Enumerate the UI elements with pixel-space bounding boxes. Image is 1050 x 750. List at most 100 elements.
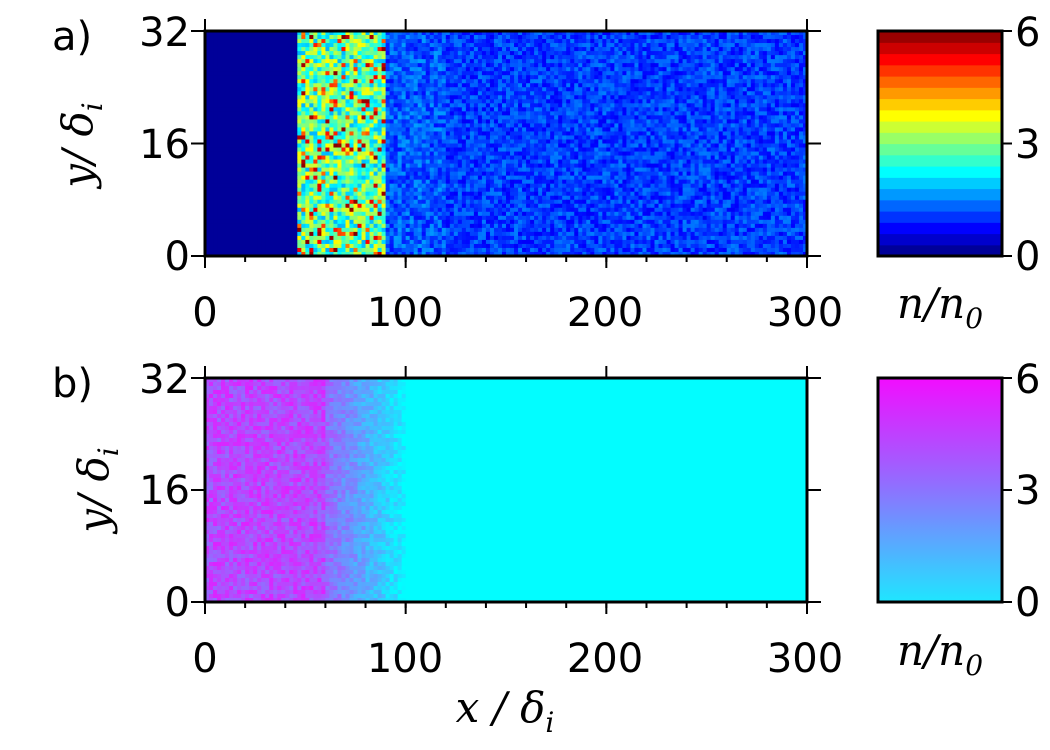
heatmap-cell [546,127,551,133]
heatmap-cell [602,119,607,125]
heatmap-cell [461,55,467,60]
heatmap-cell [626,51,632,56]
heatmap-cell [614,63,619,68]
heatmap-cell [413,47,419,52]
heatmap-cell [233,63,238,68]
heatmap-cell [650,119,656,125]
heatmap-cell [522,87,527,92]
heatmap-cell [626,99,632,104]
heatmap-cell [582,151,587,157]
heatmap-cell [401,103,407,108]
heatmap-cell [698,43,704,48]
heatmap-cell [445,79,451,84]
heatmap-cell [389,51,395,56]
heatmap-cell [393,51,399,56]
heatmap-cell [441,131,447,137]
heatmap-cell [762,135,768,141]
heatmap-cell [497,67,503,72]
heatmap-cell [341,143,347,149]
heatmap-cell [606,31,611,36]
heatmap-cell [662,79,668,84]
heatmap-cell [313,59,318,64]
heatmap-cell [770,91,776,96]
heatmap-cell [698,151,704,157]
heatmap-cell [702,43,708,48]
heatmap-cell [445,75,451,80]
heatmap-cell [337,111,343,116]
heatmap-cell [281,115,286,120]
heatmap-cell [666,39,672,44]
heatmap-cell [506,75,511,80]
heatmap-cell [269,87,274,92]
heatmap-cell [546,83,551,88]
heatmap-cell [365,103,371,108]
heatmap-cell [421,51,427,56]
heatmap-cell [574,139,579,145]
heatmap-cell [453,131,459,137]
heatmap-cell [626,143,632,149]
heatmap-cell [269,63,274,68]
heatmap-cell [393,139,399,145]
heatmap-cell [710,47,716,52]
heatmap-cell [714,123,720,129]
heatmap-cell [345,55,351,60]
heatmap-cell [658,143,664,149]
heatmap-cell [562,131,567,137]
heatmap-cell [301,59,306,64]
heatmap-cell [750,131,756,137]
heatmap-cell [477,127,483,133]
heatmap-cell [349,67,355,72]
heatmap-cell [562,47,567,52]
heatmap-cell [570,151,575,157]
heatmap-cell [682,159,688,165]
heatmap-cell [598,159,603,165]
heatmap-cell [514,111,519,116]
heatmap-cell [281,83,286,88]
heatmap-cell [566,79,571,84]
heatmap-cell [506,119,511,125]
heatmap-cell [501,83,507,88]
heatmap-cell [353,159,359,165]
heatmap-cell [734,55,740,60]
heatmap-cell [798,55,804,60]
heatmap-cell [217,59,222,64]
heatmap-cell [590,119,595,125]
heatmap-cell [457,147,463,153]
heatmap-cell [233,103,238,108]
heatmap-cell [469,143,475,149]
heatmap-cell [754,79,760,84]
heatmap-cell [510,39,515,44]
heatmap-cell [325,143,331,149]
heatmap-cell [493,123,499,129]
heatmap-cell [570,159,575,165]
heatmap-cell [674,123,680,129]
heatmap-cell [746,135,752,141]
heatmap-cell [421,67,427,72]
heatmap-cell [393,59,399,64]
heatmap-cell [425,159,431,165]
heatmap-cell [293,39,298,44]
heatmap-cell [666,131,672,137]
heatmap-cell [233,47,238,52]
heatmap-cell [333,151,339,157]
heatmap-cell [413,63,419,68]
heatmap-cell [449,155,455,161]
heatmap-cell [586,123,591,129]
heatmap-cell [357,87,363,92]
heatmap-cell [586,63,591,68]
heatmap-cell [225,35,230,40]
heatmap-cell [389,127,395,133]
heatmap-cell [301,75,306,80]
heatmap-cell [794,91,800,96]
heatmap-cell [682,39,688,44]
heatmap-cell [690,67,696,72]
heatmap-cell [518,71,523,76]
heatmap-cell [361,67,367,72]
heatmap-cell [774,159,780,165]
heatmap-cell [325,47,331,52]
heatmap-cell [534,131,539,137]
heatmap-cell [421,55,427,60]
heatmap-cell [766,71,772,76]
heatmap-cell [345,43,351,48]
heatmap-cell [261,151,266,157]
